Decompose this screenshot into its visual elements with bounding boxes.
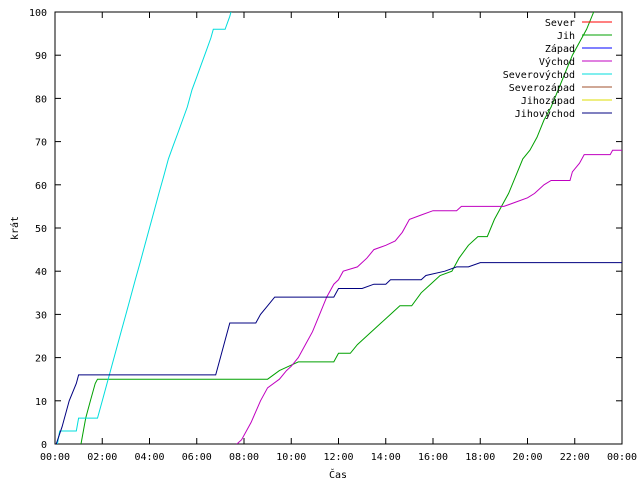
series-line-1 (80, 12, 595, 444)
series-line-4 (56, 12, 232, 444)
y-tick-label: 100 (29, 8, 47, 19)
x-axis: 00:00 02:00 04:00 06:00 08:00 10:00 12:00 14:00… (40, 12, 637, 463)
legend-label: Jih (557, 31, 575, 42)
x-tick-label: 02:00 (87, 452, 117, 463)
x-tick-label: 00:00 (607, 452, 637, 463)
x-tick-label: 20:00 (512, 452, 542, 463)
y-tick-label: 0 (41, 440, 47, 451)
y-tick-label: 50 (35, 224, 47, 235)
y-axis-title: krát (9, 216, 21, 240)
y-tick-label: 30 (35, 310, 47, 321)
x-tick-label: 08:00 (229, 452, 259, 463)
y-tick-label: 10 (35, 397, 47, 408)
y-tick-label: 60 (35, 181, 47, 192)
legend-label: Severovýchod (503, 69, 575, 81)
legend-label: Severozápad (509, 82, 575, 94)
x-axis-title: Čas (329, 468, 347, 480)
series-line-3 (236, 149, 622, 444)
legend-label: Jihozápad (521, 95, 575, 107)
x-tick-label: 12:00 (323, 452, 353, 463)
x-tick-label: 04:00 (134, 452, 164, 463)
x-tick-label: 16:00 (418, 452, 448, 463)
x-tick-label: 06:00 (182, 452, 212, 463)
series-lines (55, 12, 622, 444)
y-tick-label: 40 (35, 267, 47, 278)
y-tick-label: 20 (35, 354, 47, 365)
x-tick-label: 00:00 (40, 452, 70, 463)
legend-label: Východ (539, 56, 575, 68)
series-line-7 (55, 262, 622, 444)
legend-label: Sever (545, 18, 575, 29)
x-tick-label: 10:00 (276, 452, 306, 463)
y-tick-label: 90 (35, 51, 47, 62)
y-tick-label: 70 (35, 138, 47, 149)
x-tick-label: 22:00 (560, 452, 590, 463)
legend-label: Jihovýchod (515, 108, 575, 120)
legend-label: Západ (545, 43, 575, 55)
x-tick-label: 18:00 (465, 452, 495, 463)
y-axis: 0 10 20 30 40 50 60 70 80 90 100 (29, 8, 622, 451)
y-tick-label: 80 (35, 94, 47, 105)
x-tick-label: 14:00 (371, 452, 401, 463)
legend: Sever JihZápadVýchodSeverovýchodSeverozáp… (503, 18, 612, 120)
